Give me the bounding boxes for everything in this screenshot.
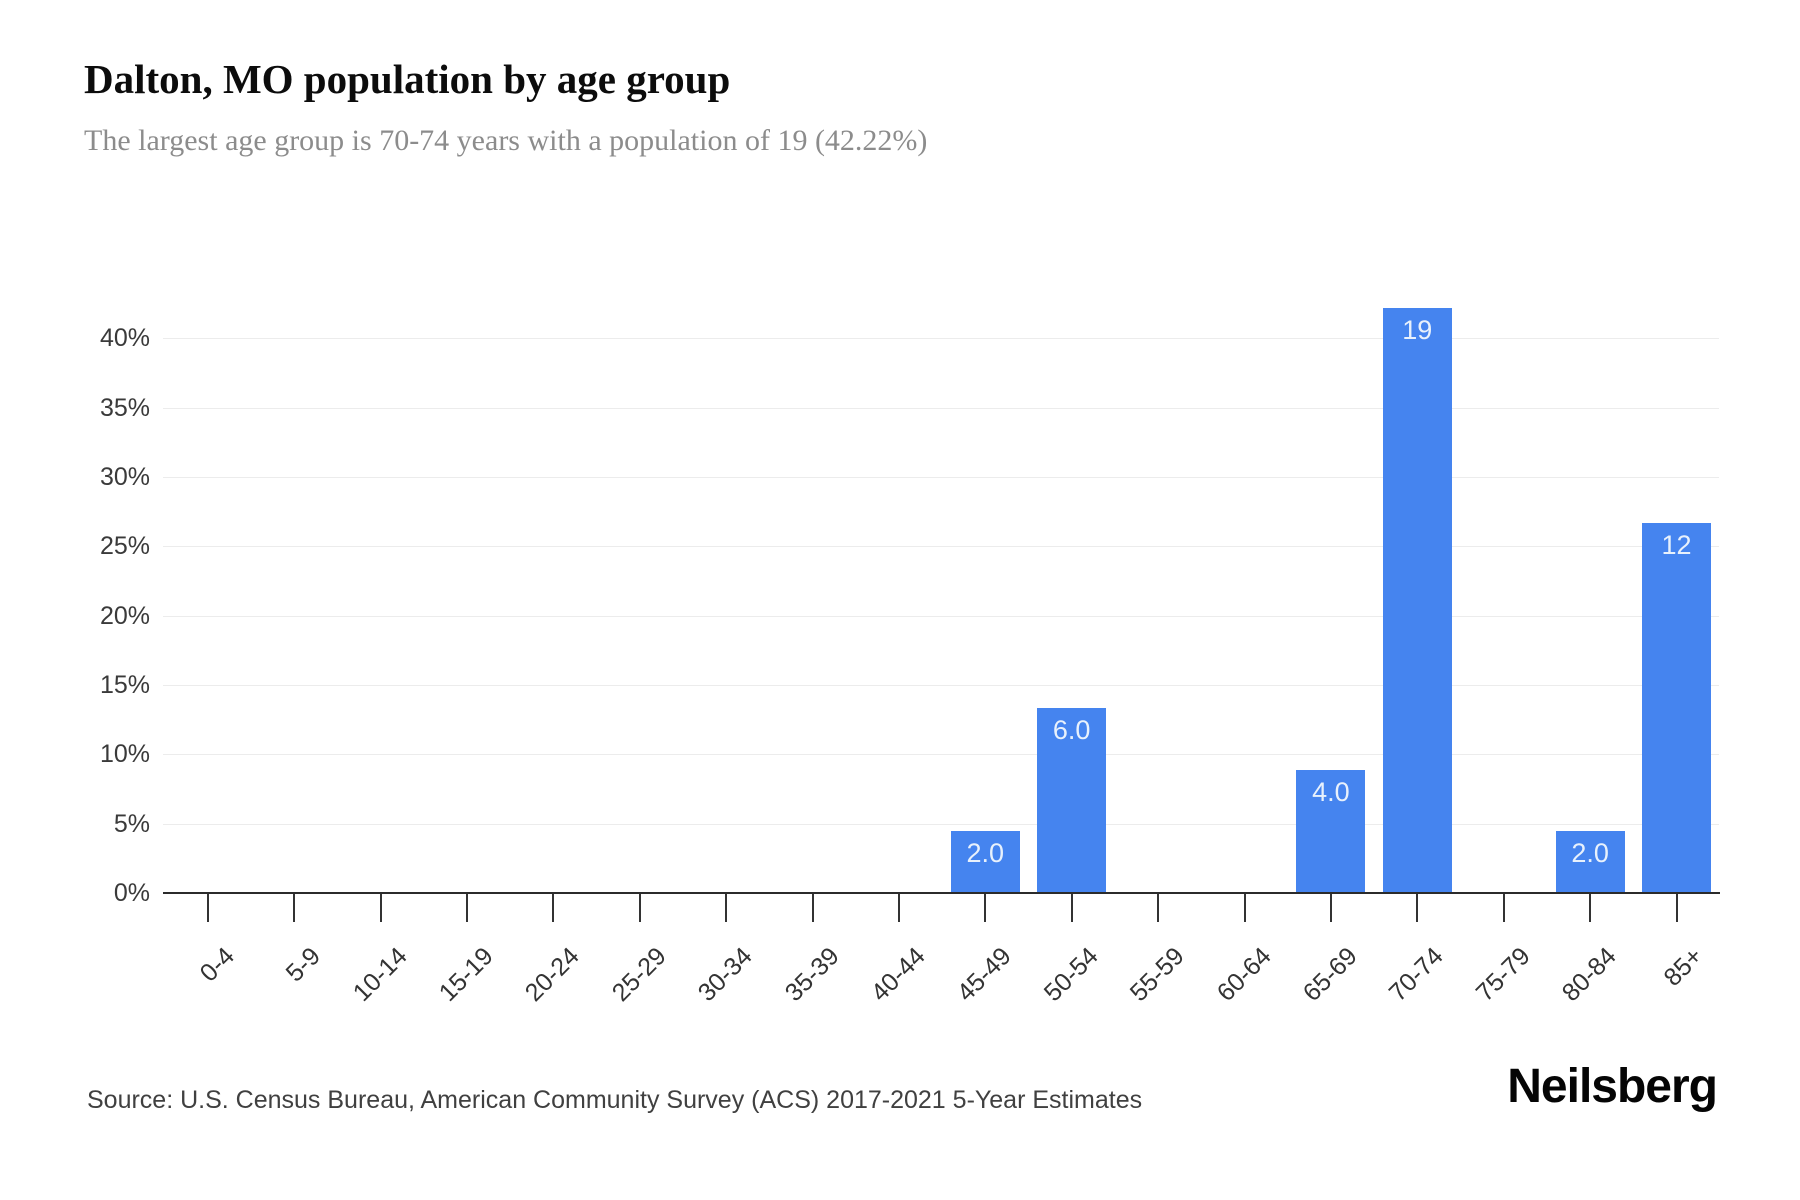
x-axis-tick (1243, 894, 1246, 922)
x-axis-label: 80-84 (1556, 942, 1622, 1008)
x-axis-tick (379, 894, 382, 922)
x-axis-label: 25-29 (606, 942, 672, 1008)
x-axis-label: 60-64 (1211, 942, 1277, 1008)
chart-subtitle: The largest age group is 70-74 years wit… (84, 124, 928, 157)
x-axis-label: 30-34 (692, 942, 758, 1008)
x-axis-line (163, 892, 1720, 894)
x-axis-tick (206, 894, 209, 922)
gridline (163, 616, 1719, 617)
x-axis-tick (897, 894, 900, 922)
x-axis-label: 20-24 (520, 942, 586, 1008)
x-axis-tick (1675, 894, 1678, 922)
bar-value-label: 2.0 (1571, 838, 1609, 869)
x-axis-label: 45-49 (952, 942, 1018, 1008)
x-axis-label: 15-19 (433, 942, 499, 1008)
page-title: Dalton, MO population by age group (84, 56, 731, 102)
x-axis-label: 0-4 (194, 942, 240, 988)
x-axis-label: 40-44 (865, 942, 931, 1008)
x-axis-tick (293, 894, 296, 922)
x-axis-label: 65-69 (1297, 942, 1363, 1008)
y-axis-label: 40% (99, 324, 150, 352)
y-axis-label: 20% (99, 602, 150, 630)
x-axis-label: 70-74 (1384, 942, 1450, 1008)
x-axis-tick (552, 894, 555, 922)
y-axis-label: 15% (99, 671, 150, 699)
y-axis-label: 0% (113, 879, 150, 907)
gridline (163, 338, 1719, 339)
bar[interactable]: 19 (1382, 307, 1452, 893)
bar-value-label: 12 (1661, 530, 1692, 561)
bar-value-label: 19 (1402, 314, 1433, 345)
bar[interactable]: 12 (1642, 523, 1711, 893)
x-axis-tick (1329, 894, 1332, 922)
gridline (163, 824, 1719, 825)
x-axis-tick (1157, 894, 1160, 922)
gridline (163, 754, 1719, 755)
x-axis-tick (811, 894, 814, 922)
x-axis-label: 10-14 (347, 942, 413, 1008)
bar[interactable]: 2.0 (1555, 831, 1625, 893)
x-axis-tick (1589, 894, 1592, 922)
x-axis-tick (1502, 894, 1505, 922)
x-axis-tick (465, 894, 468, 922)
x-axis-label: 55-59 (1124, 942, 1190, 1008)
y-axis-label: 5% (113, 810, 150, 838)
x-axis-tick (1070, 894, 1073, 922)
bar-value-label: 4.0 (1312, 776, 1350, 807)
y-axis-label: 35% (99, 394, 150, 422)
gridline (163, 685, 1719, 686)
gridline (163, 408, 1719, 409)
bar[interactable]: 2.0 (950, 831, 1020, 893)
gridline (163, 546, 1719, 547)
y-axis-label: 25% (99, 532, 150, 560)
x-axis-tick (638, 894, 641, 922)
x-axis-label: 85+ (1658, 942, 1709, 992)
bar[interactable]: 6.0 (1037, 708, 1107, 893)
bar[interactable]: 4.0 (1296, 769, 1366, 893)
brand-logo: Neilsberg (1507, 1060, 1718, 1113)
gridline (163, 477, 1719, 478)
x-axis-tick (725, 894, 728, 922)
x-axis-tick (1416, 894, 1419, 922)
bar-value-label: 2.0 (966, 838, 1005, 869)
x-axis-label: 50-54 (1038, 942, 1104, 1008)
y-axis-label: 30% (99, 463, 150, 491)
x-axis-label: 5-9 (280, 942, 326, 988)
source-note: Source: U.S. Census Bureau, American Com… (87, 1086, 1143, 1114)
bar-value-label: 6.0 (1052, 715, 1091, 746)
y-axis-label: 10% (99, 740, 150, 768)
x-axis-tick (984, 894, 987, 922)
x-axis-label: 75-79 (1470, 942, 1536, 1008)
x-axis-label: 35-39 (779, 942, 845, 1008)
